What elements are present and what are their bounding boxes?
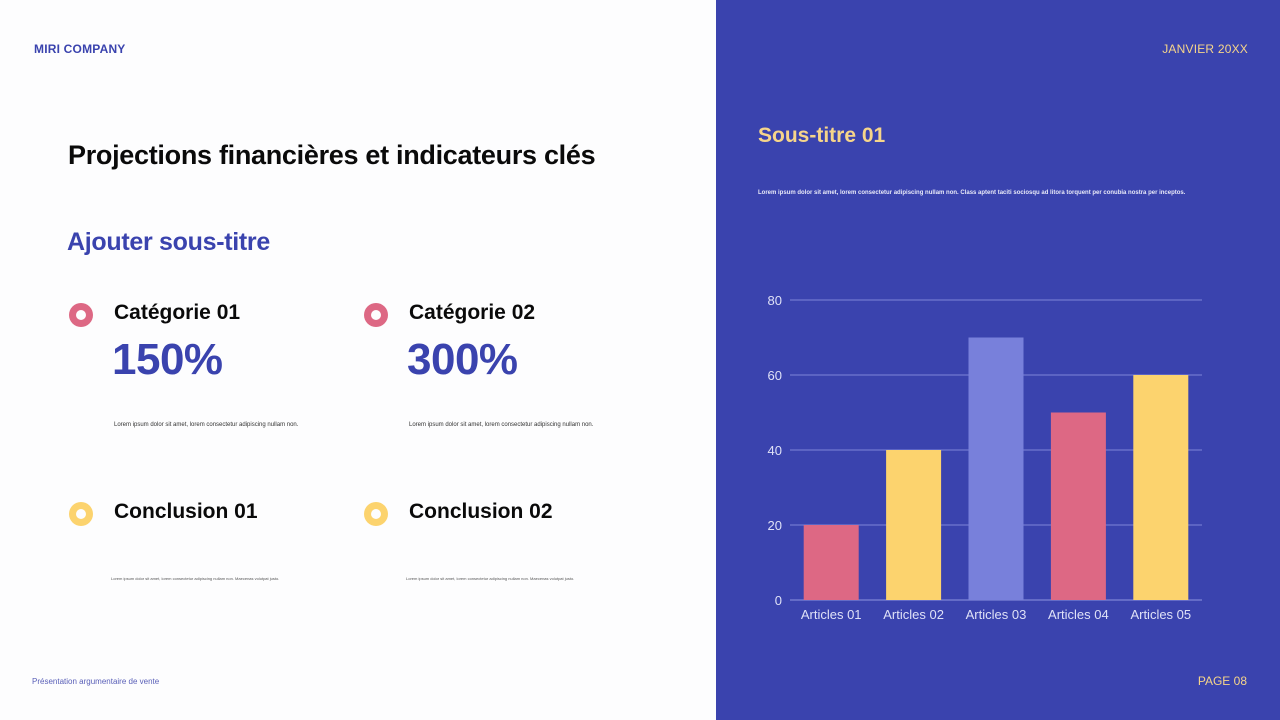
footer-presentation-label: Présentation argumentaire de vente: [32, 677, 160, 686]
ring-bullet-icon: [69, 303, 93, 327]
bar-4: [1050, 412, 1106, 600]
y-tick-label: 80: [768, 293, 782, 308]
card-value: 300%: [407, 335, 518, 384]
x-tick-label: Articles 05: [1130, 607, 1191, 622]
bar-2: [886, 450, 942, 600]
card-description: Lorem ipsum dolor sit amet, lorem consec…: [406, 576, 575, 581]
bar-chart: 0 20 40 60 80 Articles 01 Articles 02 Articles …: [716, 0, 1280, 720]
card-description: Lorem ipsum dolor sit amet, lorem consec…: [111, 576, 280, 581]
card-value: 150%: [112, 335, 223, 384]
page-title: Projections financières et indicateurs c…: [68, 140, 596, 170]
card-label: Catégorie 02: [409, 301, 536, 324]
bar-chart-svg: 0 20 40 60 80 Articles 01 Articles 02 Articles …: [768, 293, 1202, 622]
ring-bullet-icon: [69, 502, 93, 526]
bar-5: [1133, 375, 1189, 600]
card-label: Conclusion 02: [409, 500, 553, 523]
page-number: PAGE 08: [1197, 674, 1247, 688]
x-tick-label: Articles 01: [801, 607, 862, 622]
card-label: Conclusion 01: [114, 500, 258, 523]
ring-bullet-icon: [364, 502, 388, 526]
y-tick-label: 60: [768, 368, 782, 383]
right-subtitle: Sous-titre 01: [758, 124, 886, 147]
y-tick-label: 20: [768, 518, 782, 533]
y-tick-label: 0: [775, 593, 782, 608]
bar-1: [803, 525, 859, 600]
card-label: Catégorie 01: [114, 301, 241, 324]
left-panel: [0, 0, 716, 720]
company-name: MIRI COMPANY: [34, 42, 126, 56]
ring-bullet-icon: [364, 303, 388, 327]
y-tick-label: 40: [768, 443, 782, 458]
bar-3: [968, 337, 1024, 600]
card-description: Lorem ipsum dolor sit amet, lorem consec…: [114, 422, 299, 428]
right-paragraph: Lorem ipsum dolor sit amet, lorem consec…: [758, 190, 1186, 196]
x-tick-label: Articles 04: [1048, 607, 1109, 622]
x-tick-label: Articles 02: [883, 607, 944, 622]
date-label: JANVIER 20XX: [1162, 42, 1248, 56]
x-tick-label: Articles 03: [966, 607, 1027, 622]
section-subtitle: Ajouter sous-titre: [67, 228, 270, 256]
card-description: Lorem ipsum dolor sit amet, lorem consec…: [409, 422, 594, 428]
